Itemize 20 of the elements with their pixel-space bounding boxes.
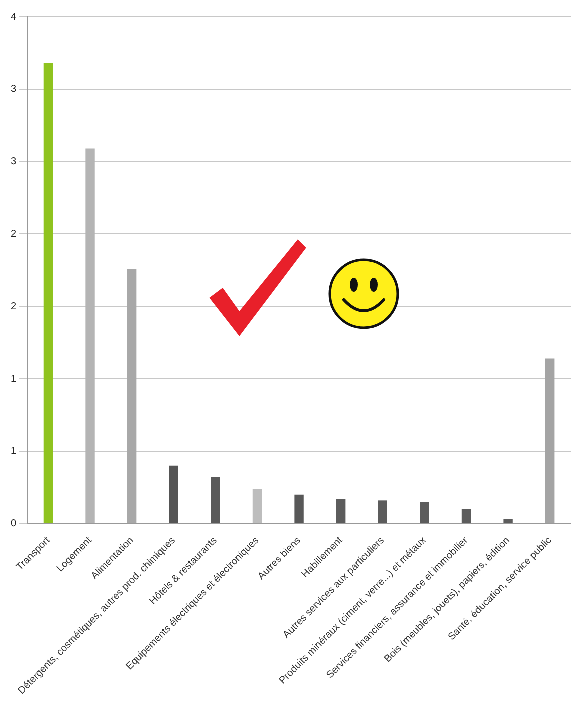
- bar: [336, 499, 346, 524]
- y-tick-label: 0: [11, 518, 17, 530]
- bar: [462, 509, 472, 524]
- bar: [44, 63, 54, 524]
- bar: [252, 489, 262, 524]
- y-tick-label: 3: [11, 84, 17, 96]
- y-tick-label: 1: [11, 374, 17, 385]
- bar: [420, 502, 430, 524]
- y-tick-label: 2: [11, 301, 17, 312]
- y-tick-label: 2: [11, 228, 17, 240]
- bar: [211, 478, 220, 524]
- bar: [169, 466, 178, 524]
- bar: [378, 500, 388, 524]
- bar: [294, 494, 304, 524]
- bar: [127, 268, 137, 524]
- bar: [86, 148, 95, 524]
- y-tick-label: 4: [11, 12, 17, 23]
- y-tick-label: 1: [11, 446, 17, 458]
- bar: [504, 519, 513, 524]
- y-tick-label: 3: [11, 156, 17, 168]
